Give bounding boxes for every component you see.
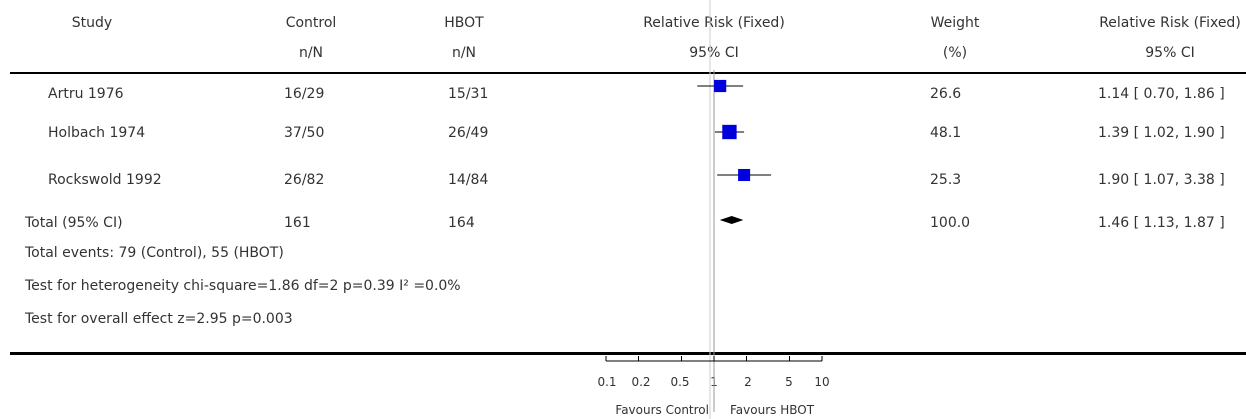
ci-text: 1.39 [ 1.02, 1.90 ]: [1098, 125, 1225, 141]
axis-tick-label: 2: [744, 375, 752, 389]
header-effect-sub: 95% CI: [1145, 45, 1195, 61]
header-effect: Relative Risk (Fixed): [1099, 15, 1241, 31]
weight-value: 26.6: [930, 86, 962, 102]
total-hbot: 164: [448, 215, 475, 231]
header-control-sub: n/N: [298, 45, 324, 61]
total-weight: 100.0: [930, 215, 971, 231]
control-events: 26/82: [284, 172, 325, 188]
control-events: 16/29: [284, 86, 325, 102]
total-events-note: Total events: 79 (Control), 55 (HBOT): [25, 245, 284, 261]
header-weight-sub: (%): [942, 45, 968, 61]
header-study: Study: [71, 15, 113, 31]
axis-tick-label: 10: [814, 375, 830, 389]
heterogeneity-note: Test for heterogeneity chi-square=1.86 d…: [25, 278, 461, 294]
study-marker: [738, 168, 751, 182]
study-marker: [714, 79, 727, 93]
header-plot-sub: 95% CI: [689, 45, 739, 61]
header-rule: [10, 72, 1246, 74]
hbot-events: 14/84: [448, 172, 489, 188]
header-control: Control: [285, 15, 337, 31]
study-name: Rockswold 1992: [48, 172, 162, 188]
hbot-events: 26/49: [448, 125, 489, 141]
study-marker: [722, 124, 737, 140]
study-name: Artru 1976: [48, 86, 124, 102]
header-plot: Relative Risk (Fixed): [643, 15, 785, 31]
axis-tick-label: 0.1: [597, 375, 617, 389]
axis-tick-label: 0.2: [631, 375, 651, 389]
control-events: 37/50: [284, 125, 325, 141]
axis-tick-label: 0.5: [670, 375, 690, 389]
footer-rule: [10, 352, 1246, 355]
total-ci-text: 1.46 [ 1.13, 1.87 ]: [1098, 215, 1225, 231]
pooled-diamond: [719, 216, 744, 224]
favours-control-label: Favours Control: [615, 403, 709, 417]
header-hbot-sub: n/N: [451, 45, 477, 61]
weight-value: 48.1: [930, 125, 962, 141]
ci-text: 1.14 [ 0.70, 1.86 ]: [1098, 86, 1225, 102]
study-name: Holbach 1974: [48, 125, 146, 141]
header-weight: Weight: [930, 15, 980, 31]
total-control: 161: [284, 215, 311, 231]
hbot-events: 15/31: [448, 86, 489, 102]
ci-text: 1.90 [ 1.07, 3.38 ]: [1098, 172, 1225, 188]
weight-value: 25.3: [930, 172, 962, 188]
header-hbot: HBOT: [444, 15, 484, 31]
axis-tick-label: 5: [785, 375, 793, 389]
favours-hbot-label: Favours HBOT: [730, 403, 815, 417]
overall-effect-note: Test for overall effect z=2.95 p=0.003: [25, 311, 293, 327]
total-label: Total (95% CI): [25, 215, 123, 231]
